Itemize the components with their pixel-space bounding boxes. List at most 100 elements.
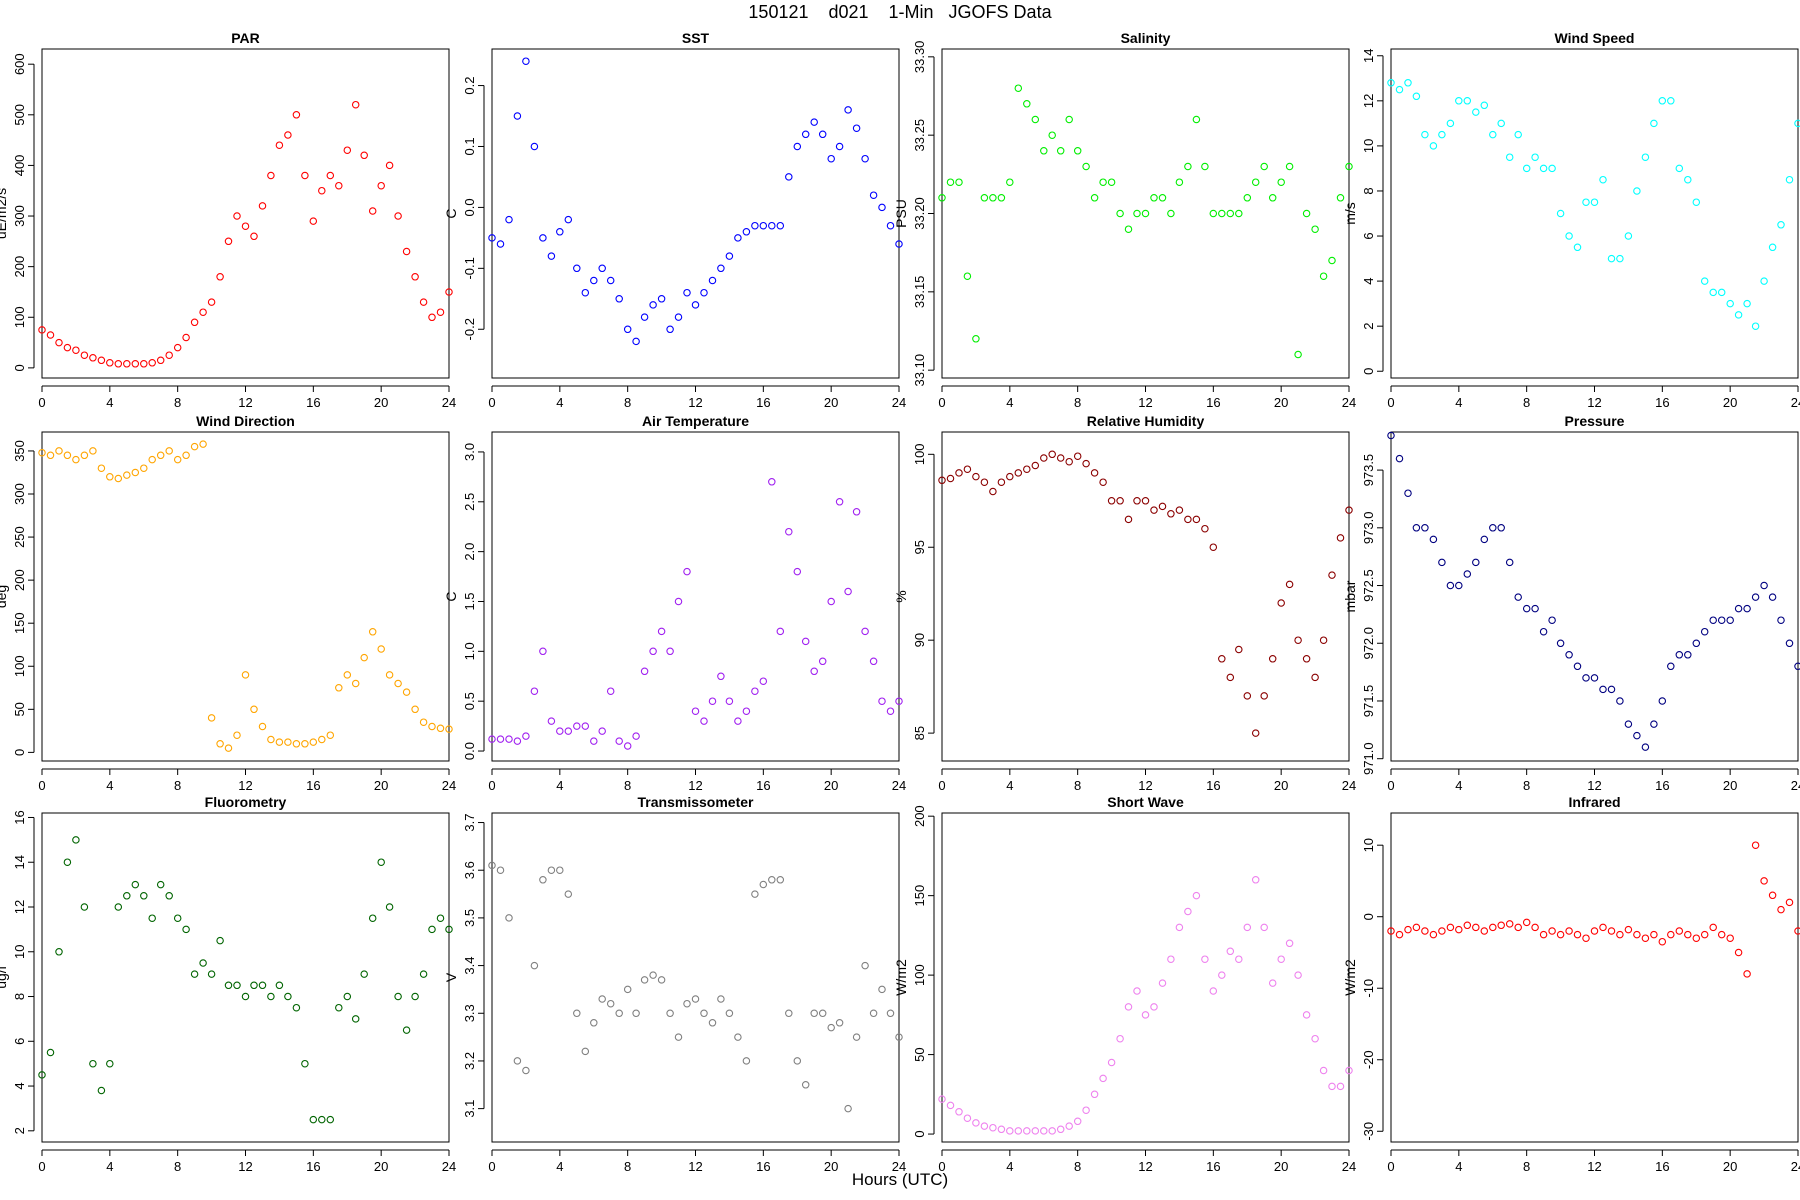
- data-point: [938, 1095, 946, 1103]
- data-point: [1650, 720, 1658, 728]
- data-point: [224, 744, 233, 752]
- data-point: [1692, 198, 1701, 206]
- data-point: [1446, 119, 1455, 128]
- data-point: [1192, 891, 1201, 900]
- data-point: [165, 447, 173, 455]
- data-point: [1404, 925, 1412, 934]
- data-point: [402, 688, 411, 696]
- data-point: [1429, 535, 1438, 544]
- data-point: [1345, 1066, 1353, 1075]
- data-point: [1726, 299, 1734, 308]
- data-point: [793, 142, 802, 151]
- x-tick-label: 12: [1587, 1159, 1601, 1174]
- data-point: [1785, 175, 1794, 184]
- plot-frame: [41, 431, 450, 762]
- data-point: [1251, 876, 1260, 884]
- data-point: [1006, 472, 1014, 481]
- plot-frame: [491, 48, 900, 379]
- y-tick-label: 200: [12, 256, 27, 278]
- data-point: [360, 151, 368, 160]
- data-point: [1150, 1003, 1158, 1011]
- data-point: [199, 308, 207, 316]
- data-point: [1387, 79, 1395, 87]
- data-point: [106, 1059, 114, 1068]
- data-point: [1565, 927, 1573, 935]
- data-point: [258, 981, 267, 990]
- data-point: [394, 212, 402, 220]
- data-point: [1285, 162, 1294, 171]
- y-tick-label: 33.30: [912, 41, 927, 74]
- data-point: [1226, 673, 1235, 682]
- data-point: [505, 215, 513, 224]
- y-tick-label: 8: [1361, 187, 1376, 194]
- data-point: [1328, 256, 1336, 265]
- data-point: [768, 478, 776, 486]
- data-point: [1505, 153, 1514, 161]
- data-point: [1107, 178, 1116, 186]
- y-tick-label: 250: [12, 526, 27, 548]
- data-point: [385, 161, 394, 170]
- y-tick-label: 500: [12, 104, 27, 126]
- x-tick-label: 24: [1342, 778, 1356, 793]
- data-point: [241, 992, 250, 1001]
- data-point: [1150, 194, 1158, 202]
- data-point: [683, 999, 691, 1008]
- data-point: [1607, 254, 1616, 263]
- data-point: [1624, 232, 1633, 240]
- data-point: [768, 876, 776, 884]
- data-point: [1209, 543, 1218, 551]
- data-point: [326, 171, 335, 180]
- data-point: [1031, 115, 1040, 124]
- data-point: [615, 295, 623, 303]
- data-point: [878, 203, 886, 212]
- data-point: [1268, 655, 1277, 663]
- x-tick-label: 8: [624, 778, 631, 793]
- data-point: [590, 276, 598, 285]
- data-point: [402, 247, 411, 256]
- data-point: [1082, 459, 1090, 468]
- x-tick-label: 12: [1138, 395, 1152, 410]
- x-tick-label: 4: [1455, 1159, 1462, 1174]
- data-point: [326, 1115, 335, 1124]
- panel-salinity: Salinity 0 4 8 12 16 20 24 33.10 33.15 33.20 33.25 3…: [893, 30, 1356, 410]
- data-point: [1031, 1127, 1040, 1135]
- data-point: [632, 337, 640, 346]
- data-point: [1184, 162, 1192, 171]
- x-tick-label: 24: [1342, 1159, 1356, 1174]
- data-point: [1760, 277, 1768, 285]
- y-tick-label: -0.2: [462, 318, 477, 340]
- data-point: [275, 738, 284, 746]
- data-point: [1505, 558, 1514, 567]
- data-point: [1675, 651, 1684, 659]
- data-point: [46, 1048, 55, 1057]
- data-point: [97, 1086, 106, 1095]
- data-point: [632, 732, 640, 740]
- data-point: [1218, 971, 1226, 979]
- data-point: [351, 1015, 360, 1023]
- data-point: [691, 301, 700, 309]
- data-point: [869, 657, 878, 666]
- panel-title: Salinity: [1121, 30, 1171, 46]
- data-point: [657, 976, 666, 984]
- data-point: [997, 194, 1006, 202]
- x-tick-label: 12: [238, 395, 252, 410]
- data-point: [598, 727, 606, 735]
- x-tick-label: 12: [688, 1159, 702, 1174]
- data-point: [632, 1009, 640, 1018]
- data-point: [844, 106, 852, 114]
- data-point: [1133, 497, 1141, 505]
- data-point: [1014, 469, 1023, 477]
- data-point: [1268, 194, 1277, 202]
- plot-frame: [491, 812, 900, 1143]
- data-point: [1658, 697, 1667, 705]
- data-point: [351, 100, 360, 109]
- data-point: [700, 288, 708, 297]
- data-point: [1336, 534, 1345, 542]
- data-point: [1006, 1127, 1014, 1135]
- y-tick-label: 972.0: [1361, 627, 1376, 660]
- data-point: [581, 1047, 590, 1056]
- y-tick-label: 971.0: [1361, 742, 1376, 775]
- data-point: [1421, 927, 1429, 935]
- data-point: [1463, 921, 1472, 930]
